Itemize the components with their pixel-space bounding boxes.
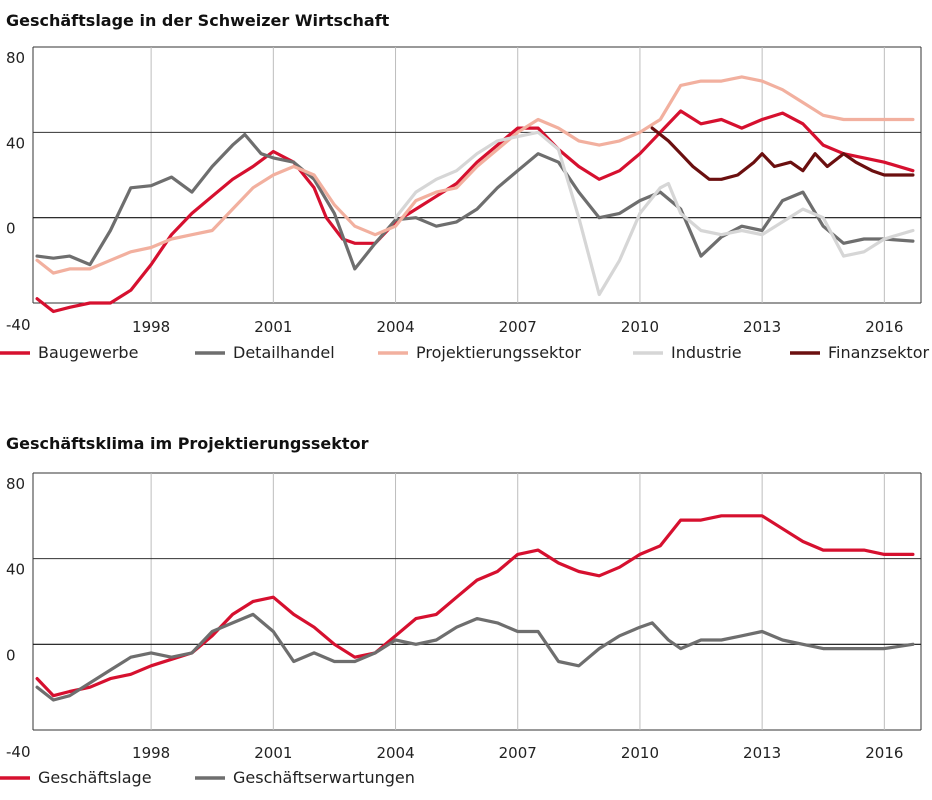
x-tick-label: 1998 [132, 318, 170, 336]
legend-label: Baugewerbe [38, 343, 138, 362]
legend-label: Projektierungssektor [416, 343, 581, 362]
chart-title: Geschäftslage in der Schweizer Wirtschaf… [6, 11, 390, 30]
series-line-1 [35, 109, 915, 314]
y-tick-label: 0 [6, 646, 16, 664]
x-tick-label: 2004 [376, 318, 414, 336]
chart-title: Geschäftsklima im Projektierungssektor [6, 434, 369, 453]
series-line-2 [35, 612, 915, 702]
series-line-3 [35, 75, 915, 275]
y-tick-label: 40 [6, 561, 25, 579]
business-climate-chart: Geschäftsklima im Projektierungssektor 80… [0, 434, 922, 787]
x-tick-label: 2013 [743, 744, 781, 762]
series-line-1 [35, 514, 915, 698]
series-line-5 [650, 126, 915, 181]
y-tick-label: 40 [6, 134, 25, 152]
legend-label: Industrie [671, 343, 742, 362]
legend-label: Geschäftslage [38, 768, 152, 787]
x-tick-label: 2001 [254, 744, 292, 762]
x-tick-label: 2010 [621, 744, 659, 762]
x-tick-label: 2004 [376, 744, 414, 762]
y-tick-label: -40 [6, 316, 31, 334]
x-tick-label: 2016 [865, 744, 903, 762]
x-tick-label: 1998 [132, 744, 170, 762]
x-tick-label: 2016 [865, 318, 903, 336]
series-line-2 [35, 132, 915, 271]
y-tick-label: 80 [6, 49, 25, 67]
legend-label: Finanzsektor [828, 343, 929, 362]
x-tick-label: 2007 [499, 744, 537, 762]
legend-label: Geschäftserwartungen [233, 768, 415, 787]
x-tick-label: 2013 [743, 318, 781, 336]
y-tick-label: -40 [6, 743, 31, 761]
x-tick-label: 2010 [621, 318, 659, 336]
business-situation-chart: Geschäftslage in der Schweizer Wirtschaf… [0, 11, 929, 362]
series-line-4 [393, 130, 915, 297]
x-tick-label: 2007 [499, 318, 537, 336]
y-tick-label: 80 [6, 475, 25, 493]
x-tick-label: 2001 [254, 318, 292, 336]
legend-label: Detailhandel [233, 343, 335, 362]
y-tick-label: 0 [6, 220, 16, 238]
